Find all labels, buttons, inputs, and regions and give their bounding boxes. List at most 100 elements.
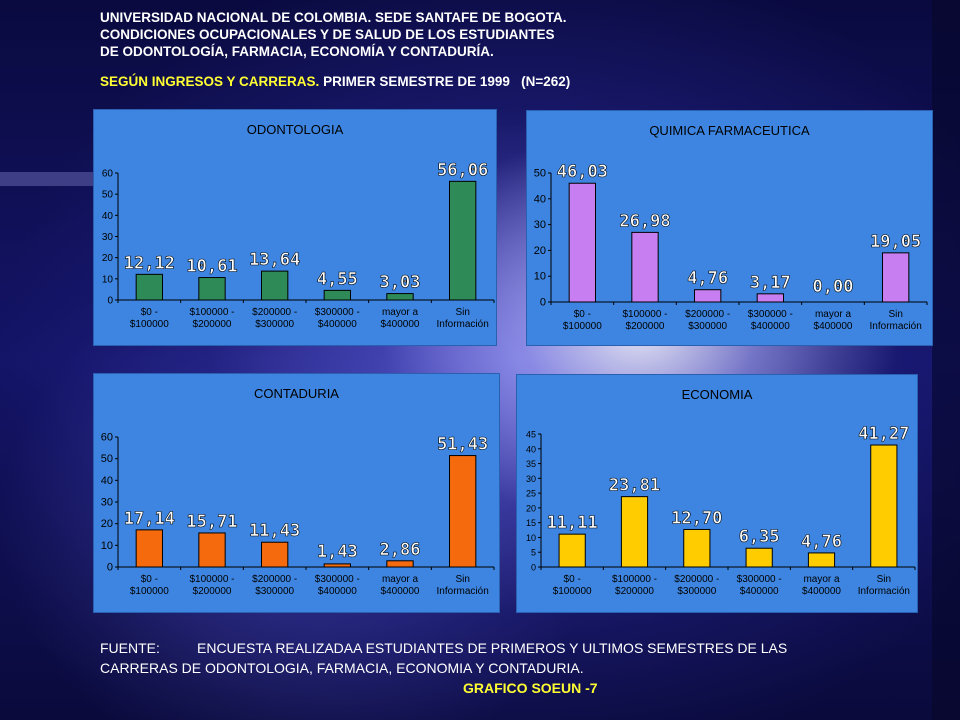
x-tick-label: $300000 - [315, 307, 360, 318]
y-tick-label: 30 [526, 474, 536, 484]
header-line-3: DE ODONTOLOGÍA, FARMACIA, ECONOMÍA Y CON… [100, 44, 494, 59]
data-label: 2,86 [380, 540, 421, 560]
x-tick-label: $400000 [740, 586, 779, 597]
decorative-band-left [0, 172, 100, 186]
y-tick-label: 25 [526, 489, 536, 499]
x-tick-label: $300000 [255, 586, 294, 597]
x-tick-label: $300000 [677, 586, 716, 597]
data-label: 56,06 [437, 160, 488, 180]
x-tick-label: $100000 [130, 319, 169, 330]
bar [135, 529, 163, 568]
data-label: 0,00 [813, 277, 854, 297]
x-tick-label: mayor a [382, 574, 419, 585]
y-tick-label: 40 [101, 475, 113, 487]
x-tick-label: $200000 - [685, 309, 730, 320]
y-tick-label: 60 [101, 432, 113, 444]
x-tick-label: Información [437, 586, 489, 597]
x-tick-label: $400000 [381, 586, 420, 597]
y-tick-label: 10 [534, 271, 546, 283]
bar [323, 563, 351, 568]
y-tick-label: 15 [526, 518, 536, 528]
subtitle-n: (N=262) [521, 74, 571, 89]
y-tick-label: 10 [526, 533, 536, 543]
chart-title: QUIMICA FARMACEUTICA [649, 123, 810, 138]
x-tick-label: $400000 [751, 321, 790, 332]
bar [870, 444, 898, 568]
bar [135, 273, 163, 301]
x-tick-label: $200000 [626, 321, 665, 332]
x-tick-label: $300000 - [748, 309, 793, 320]
decorative-band-right [932, 0, 960, 720]
y-tick-label: 50 [101, 453, 113, 465]
x-tick-label: $400000 [802, 586, 841, 597]
data-label: 23,81 [609, 476, 660, 496]
x-tick-label: $200000 - [252, 574, 297, 585]
x-tick-label: Información [437, 319, 489, 330]
data-label: 4,76 [801, 532, 842, 552]
x-tick-label: $400000 [381, 319, 420, 330]
y-tick-label: 0 [531, 563, 536, 573]
data-label: 3,17 [750, 273, 791, 293]
x-tick-label: $200000 - [674, 574, 719, 585]
x-tick-label: $200000 [193, 586, 232, 597]
x-tick-label: $0 - [564, 574, 581, 585]
bar [386, 560, 414, 568]
bar [756, 293, 784, 303]
bar [198, 277, 226, 301]
data-label: 10,61 [186, 257, 237, 277]
header-title: UNIVERSIDAD NACIONAL DE COLOMBIA. SEDE S… [100, 9, 700, 60]
graphic-reference: GRAFICO SOEUN -7 [463, 680, 598, 696]
y-tick-label: 40 [102, 211, 114, 222]
x-tick-label: Información [858, 586, 910, 597]
data-label: 1,43 [317, 542, 358, 562]
data-label: 4,55 [317, 269, 358, 289]
x-tick-label: mayor a [382, 307, 419, 318]
data-label: 12,70 [671, 508, 722, 528]
data-label: 15,71 [186, 512, 237, 532]
y-tick-label: 20 [101, 518, 113, 530]
data-label: 17,14 [124, 509, 175, 529]
data-label: 51,43 [437, 435, 488, 455]
y-tick-label: 45 [526, 430, 536, 440]
chart-panel-economia: ECONOMIA 0 5 10 15 20 25 30 35 40 45 11,11 $0 - $1000… [516, 374, 918, 613]
x-tick-label: $200000 [193, 319, 232, 330]
bar [558, 533, 586, 568]
data-label: 19,05 [870, 232, 921, 252]
x-tick-label: $200000 - [252, 307, 297, 318]
header-line-2: CONDICIONES OCUPACIONALES Y DE SALUD DE … [100, 27, 555, 42]
y-tick-label: 30 [102, 232, 114, 243]
footer-source: FUENTE: ENCUESTA REALIZADAA ESTUDIANTES D… [100, 638, 900, 678]
y-tick-label: 0 [540, 297, 546, 309]
x-tick-label: $100000 - [189, 307, 234, 318]
y-tick-label: 5 [531, 548, 536, 558]
x-tick-label: $100000 - [622, 309, 667, 320]
header-line-1: UNIVERSIDAD NACIONAL DE COLOMBIA. SEDE S… [100, 10, 567, 25]
chart-quimica-farmaceutica: QUIMICA FARMACEUTICA 0 10 20 30 40 50 46,03 $0 -… [534, 123, 928, 332]
y-tick-label: 20 [102, 253, 114, 264]
chart-title: CONTADURIA [254, 386, 339, 401]
data-label: 12,12 [124, 253, 175, 273]
bar [386, 293, 414, 301]
bar [568, 182, 596, 303]
bar [694, 289, 722, 303]
x-tick-label: $100000 [553, 586, 592, 597]
y-tick-label: 40 [534, 193, 546, 205]
data-label: 46,03 [557, 162, 608, 182]
bar [261, 270, 289, 301]
data-label: 26,98 [619, 211, 670, 231]
x-tick-label: $100000 - [189, 574, 234, 585]
x-tick-label: Sin [455, 307, 469, 318]
x-tick-label: $100000 [130, 586, 169, 597]
bar [620, 496, 649, 568]
y-tick-label: 0 [107, 296, 113, 307]
y-tick-label: 50 [534, 168, 546, 180]
chart-title: ECONOMIA [682, 387, 753, 402]
bar [261, 541, 289, 568]
data-label: 11,43 [249, 521, 300, 541]
x-tick-label: $300000 - [315, 574, 360, 585]
y-tick-label: 40 [526, 444, 536, 454]
bar [745, 547, 773, 568]
x-tick-label: $400000 [814, 321, 853, 332]
x-tick-label: $300000 [688, 321, 727, 332]
x-tick-label: $200000 [615, 586, 654, 597]
